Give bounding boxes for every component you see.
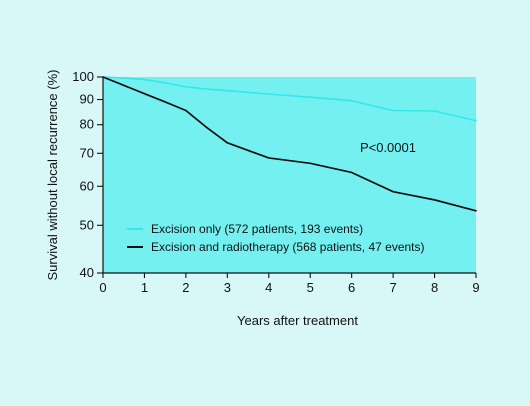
legend-label: Excision and radiotherapy (568 patients,… (151, 240, 425, 254)
y-tick-label: 50 (80, 217, 94, 232)
p-value-annotation: P<0.0001 (360, 140, 416, 155)
y-tick-label: 40 (80, 265, 94, 280)
excision-only-line (102, 76, 477, 122)
y-tick-label: 70 (80, 145, 94, 160)
y-tick-label: 100 (72, 69, 94, 84)
y-tick-label: 60 (80, 178, 94, 193)
y-axis-label: Survival without local recurrence (%) (45, 70, 60, 281)
x-tick-label: 7 (389, 280, 396, 295)
x-tick-label: 0 (99, 280, 106, 295)
x-tick-label: 6 (348, 280, 355, 295)
x-tick-label: 5 (307, 280, 314, 295)
y-tick-label: 80 (80, 117, 94, 132)
x-tick-label: 1 (141, 280, 148, 295)
x-tick-label: 9 (472, 280, 479, 295)
legend-label: Excision only (572 patients, 193 events) (151, 222, 363, 236)
x-tick-label: 8 (431, 280, 438, 295)
y-tick-label: 90 (80, 92, 94, 107)
x-tick-label: 3 (224, 280, 231, 295)
plot-area-background (103, 77, 476, 273)
excision-radiotherapy-line (102, 76, 477, 212)
x-tick-label: 2 (182, 280, 189, 295)
x-axis-label: Years after treatment (237, 313, 358, 328)
x-tick-label: 4 (265, 280, 272, 295)
